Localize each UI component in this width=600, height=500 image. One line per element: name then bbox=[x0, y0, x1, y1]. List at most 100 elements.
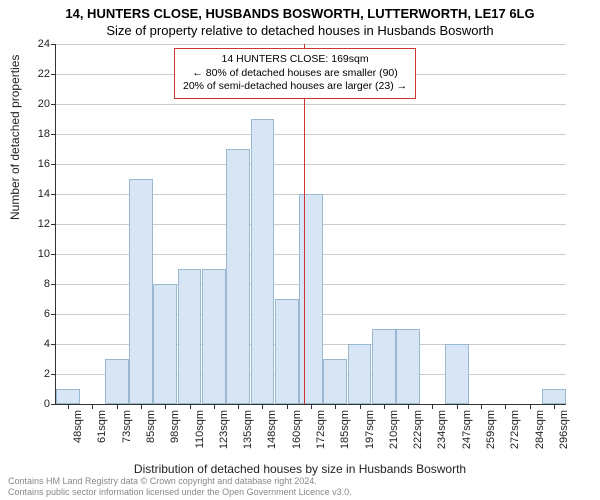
info-line1: 14 HUNTERS CLOSE: 169sqm bbox=[183, 53, 407, 67]
x-tick-mark bbox=[408, 404, 409, 409]
histogram-bar bbox=[445, 344, 469, 404]
x-tick-label: 123sqm bbox=[218, 410, 230, 449]
x-tick-mark bbox=[92, 404, 93, 409]
grid-line bbox=[56, 164, 566, 165]
x-tick-mark bbox=[117, 404, 118, 409]
grid-line bbox=[56, 134, 566, 135]
grid-line bbox=[56, 44, 566, 45]
y-tick-mark bbox=[51, 134, 56, 135]
x-tick-label: 210sqm bbox=[388, 410, 400, 449]
histogram-bar bbox=[348, 344, 372, 404]
y-tick-label: 0 bbox=[44, 398, 50, 410]
y-tick-mark bbox=[51, 404, 56, 405]
histogram-bar bbox=[105, 359, 129, 404]
x-tick-label: 222sqm bbox=[412, 410, 424, 449]
x-tick-label: 284sqm bbox=[534, 410, 546, 449]
y-tick-mark bbox=[51, 224, 56, 225]
x-tick-label: 61sqm bbox=[96, 410, 108, 443]
x-tick-mark bbox=[457, 404, 458, 409]
y-tick-label: 10 bbox=[38, 248, 50, 260]
x-tick-label: 272sqm bbox=[509, 410, 521, 449]
x-tick-label: 148sqm bbox=[266, 410, 278, 449]
y-tick-mark bbox=[51, 104, 56, 105]
x-tick-mark bbox=[214, 404, 215, 409]
x-axis-label: Distribution of detached houses by size … bbox=[0, 462, 600, 476]
x-tick-mark bbox=[481, 404, 482, 409]
x-tick-label: 234sqm bbox=[436, 410, 448, 449]
x-tick-mark bbox=[335, 404, 336, 409]
x-tick-mark bbox=[311, 404, 312, 409]
x-tick-label: 296sqm bbox=[558, 410, 570, 449]
y-tick-mark bbox=[51, 374, 56, 375]
y-tick-label: 14 bbox=[38, 188, 50, 200]
y-tick-mark bbox=[51, 314, 56, 315]
footer-line1: Contains HM Land Registry data © Crown c… bbox=[8, 476, 352, 487]
x-tick-label: 85sqm bbox=[145, 410, 157, 443]
y-tick-label: 18 bbox=[38, 128, 50, 140]
histogram-bar bbox=[153, 284, 177, 404]
x-tick-label: 110sqm bbox=[194, 410, 206, 448]
y-tick-mark bbox=[51, 194, 56, 195]
x-tick-mark bbox=[141, 404, 142, 409]
histogram-bar bbox=[56, 389, 80, 404]
x-tick-label: 197sqm bbox=[364, 410, 376, 449]
x-tick-mark bbox=[238, 404, 239, 409]
plot-area: 02468101214161820222448sqm61sqm73sqm85sq… bbox=[55, 44, 566, 405]
histogram-bar bbox=[542, 389, 566, 404]
y-tick-label: 24 bbox=[38, 38, 50, 50]
x-tick-mark bbox=[505, 404, 506, 409]
x-tick-label: 48sqm bbox=[72, 410, 84, 443]
histogram-bar bbox=[178, 269, 202, 404]
y-tick-label: 2 bbox=[44, 368, 50, 380]
histogram-bar bbox=[202, 269, 226, 404]
x-tick-label: 259sqm bbox=[485, 410, 497, 449]
x-tick-mark bbox=[530, 404, 531, 409]
x-tick-mark bbox=[554, 404, 555, 409]
x-tick-mark bbox=[287, 404, 288, 409]
grid-line bbox=[56, 104, 566, 105]
x-tick-mark bbox=[384, 404, 385, 409]
histogram-bar bbox=[275, 299, 299, 404]
y-tick-label: 6 bbox=[44, 308, 50, 320]
footer-attribution: Contains HM Land Registry data © Crown c… bbox=[8, 476, 352, 498]
histogram-bar bbox=[323, 359, 347, 404]
histogram-bar bbox=[372, 329, 396, 404]
info-line3: 20% of semi-detached houses are larger (… bbox=[183, 80, 407, 94]
y-tick-label: 16 bbox=[38, 158, 50, 170]
x-tick-label: 160sqm bbox=[291, 410, 303, 449]
histogram-bar bbox=[251, 119, 275, 404]
info-line2: ← 80% of detached houses are smaller (90… bbox=[183, 67, 407, 81]
y-tick-mark bbox=[51, 74, 56, 75]
x-tick-mark bbox=[262, 404, 263, 409]
info-box: 14 HUNTERS CLOSE: 169sqm← 80% of detache… bbox=[174, 48, 416, 99]
x-tick-mark bbox=[360, 404, 361, 409]
y-tick-label: 8 bbox=[44, 278, 50, 290]
x-tick-label: 185sqm bbox=[339, 410, 351, 449]
x-tick-label: 73sqm bbox=[121, 410, 133, 443]
chart-container: 14, HUNTERS CLOSE, HUSBANDS BOSWORTH, LU… bbox=[0, 0, 600, 500]
y-tick-mark bbox=[51, 164, 56, 165]
x-tick-mark bbox=[68, 404, 69, 409]
y-tick-mark bbox=[51, 44, 56, 45]
footer-line2: Contains public sector information licen… bbox=[8, 487, 352, 498]
y-tick-mark bbox=[51, 284, 56, 285]
x-tick-label: 135sqm bbox=[242, 410, 254, 449]
x-tick-mark bbox=[190, 404, 191, 409]
y-tick-mark bbox=[51, 344, 56, 345]
histogram-bar bbox=[226, 149, 250, 404]
x-tick-mark bbox=[165, 404, 166, 409]
y-tick-label: 20 bbox=[38, 98, 50, 110]
address-title: 14, HUNTERS CLOSE, HUSBANDS BOSWORTH, LU… bbox=[0, 0, 600, 21]
y-axis-label: Number of detached properties bbox=[8, 55, 22, 220]
histogram-bar bbox=[299, 194, 323, 404]
histogram-bar bbox=[129, 179, 153, 404]
x-tick-label: 247sqm bbox=[461, 410, 473, 449]
y-tick-label: 4 bbox=[44, 338, 50, 350]
y-tick-mark bbox=[51, 254, 56, 255]
x-tick-mark bbox=[432, 404, 433, 409]
x-tick-label: 172sqm bbox=[315, 410, 327, 449]
histogram-bar bbox=[396, 329, 420, 404]
subtitle: Size of property relative to detached ho… bbox=[0, 21, 600, 38]
y-tick-label: 22 bbox=[38, 68, 50, 80]
x-tick-label: 98sqm bbox=[169, 410, 181, 443]
